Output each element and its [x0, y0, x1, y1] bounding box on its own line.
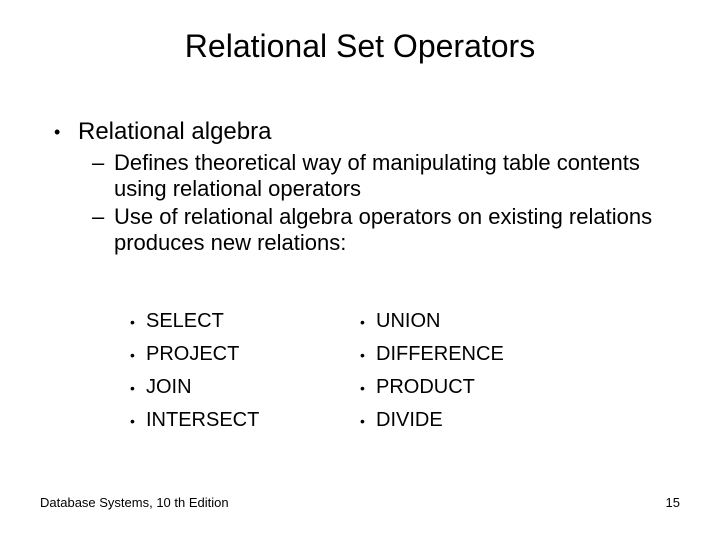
- dash-icon: –: [92, 204, 114, 256]
- operator-item: • SELECT: [130, 310, 350, 333]
- level2-text-b: Use of relational algebra operators on e…: [114, 204, 666, 256]
- operators-col-left: • SELECT • PROJECT • JOIN • INTERSECT: [130, 310, 350, 442]
- operator-item: • UNION: [360, 310, 580, 333]
- operators-col-right: • UNION • DIFFERENCE • PRODUCT • DIVIDE: [360, 310, 580, 442]
- operator-item: • DIVIDE: [360, 409, 580, 432]
- slide: Relational Set Operators • Relational al…: [0, 0, 720, 540]
- bullet-level2: – Use of relational algebra operators on…: [92, 204, 666, 256]
- bullet-dot-icon: •: [130, 312, 146, 332]
- slide-title: Relational Set Operators: [0, 28, 720, 65]
- operator-item: • JOIN: [130, 376, 350, 399]
- operator-item: • PROJECT: [130, 343, 350, 366]
- bullet-dot-icon: •: [130, 345, 146, 365]
- operator-item: • INTERSECT: [130, 409, 350, 432]
- operator-label: PROJECT: [146, 343, 239, 366]
- dash-icon: –: [92, 150, 114, 202]
- operator-label: JOIN: [146, 376, 192, 399]
- operator-item: • PRODUCT: [360, 376, 580, 399]
- bullet-level1: • Relational algebra: [54, 118, 666, 146]
- operator-label: DIFFERENCE: [376, 343, 504, 366]
- bullet-dot-icon: •: [360, 411, 376, 431]
- bullet-dot-icon: •: [130, 378, 146, 398]
- operator-label: PRODUCT: [376, 376, 475, 399]
- level1-text: Relational algebra: [78, 118, 666, 146]
- bullet-dot-icon: •: [54, 118, 78, 146]
- slide-body: • Relational algebra – Defines theoretic…: [54, 118, 666, 258]
- bullet-dot-icon: •: [360, 312, 376, 332]
- bullet-dot-icon: •: [130, 411, 146, 431]
- bullet-dot-icon: •: [360, 345, 376, 365]
- level2-group: – Defines theoretical way of manipulatin…: [92, 150, 666, 256]
- operators-columns: • SELECT • PROJECT • JOIN • INTERSECT • …: [130, 310, 610, 442]
- level2-text-a: Defines theoretical way of manipulating …: [114, 150, 666, 202]
- operator-label: DIVIDE: [376, 409, 443, 432]
- footer-page-number: 15: [666, 495, 680, 510]
- operator-label: INTERSECT: [146, 409, 259, 432]
- footer-source: Database Systems, 10 th Edition: [40, 495, 229, 510]
- operator-label: SELECT: [146, 310, 224, 333]
- operator-label: UNION: [376, 310, 440, 333]
- operator-item: • DIFFERENCE: [360, 343, 580, 366]
- bullet-dot-icon: •: [360, 378, 376, 398]
- bullet-level2: – Defines theoretical way of manipulatin…: [92, 150, 666, 202]
